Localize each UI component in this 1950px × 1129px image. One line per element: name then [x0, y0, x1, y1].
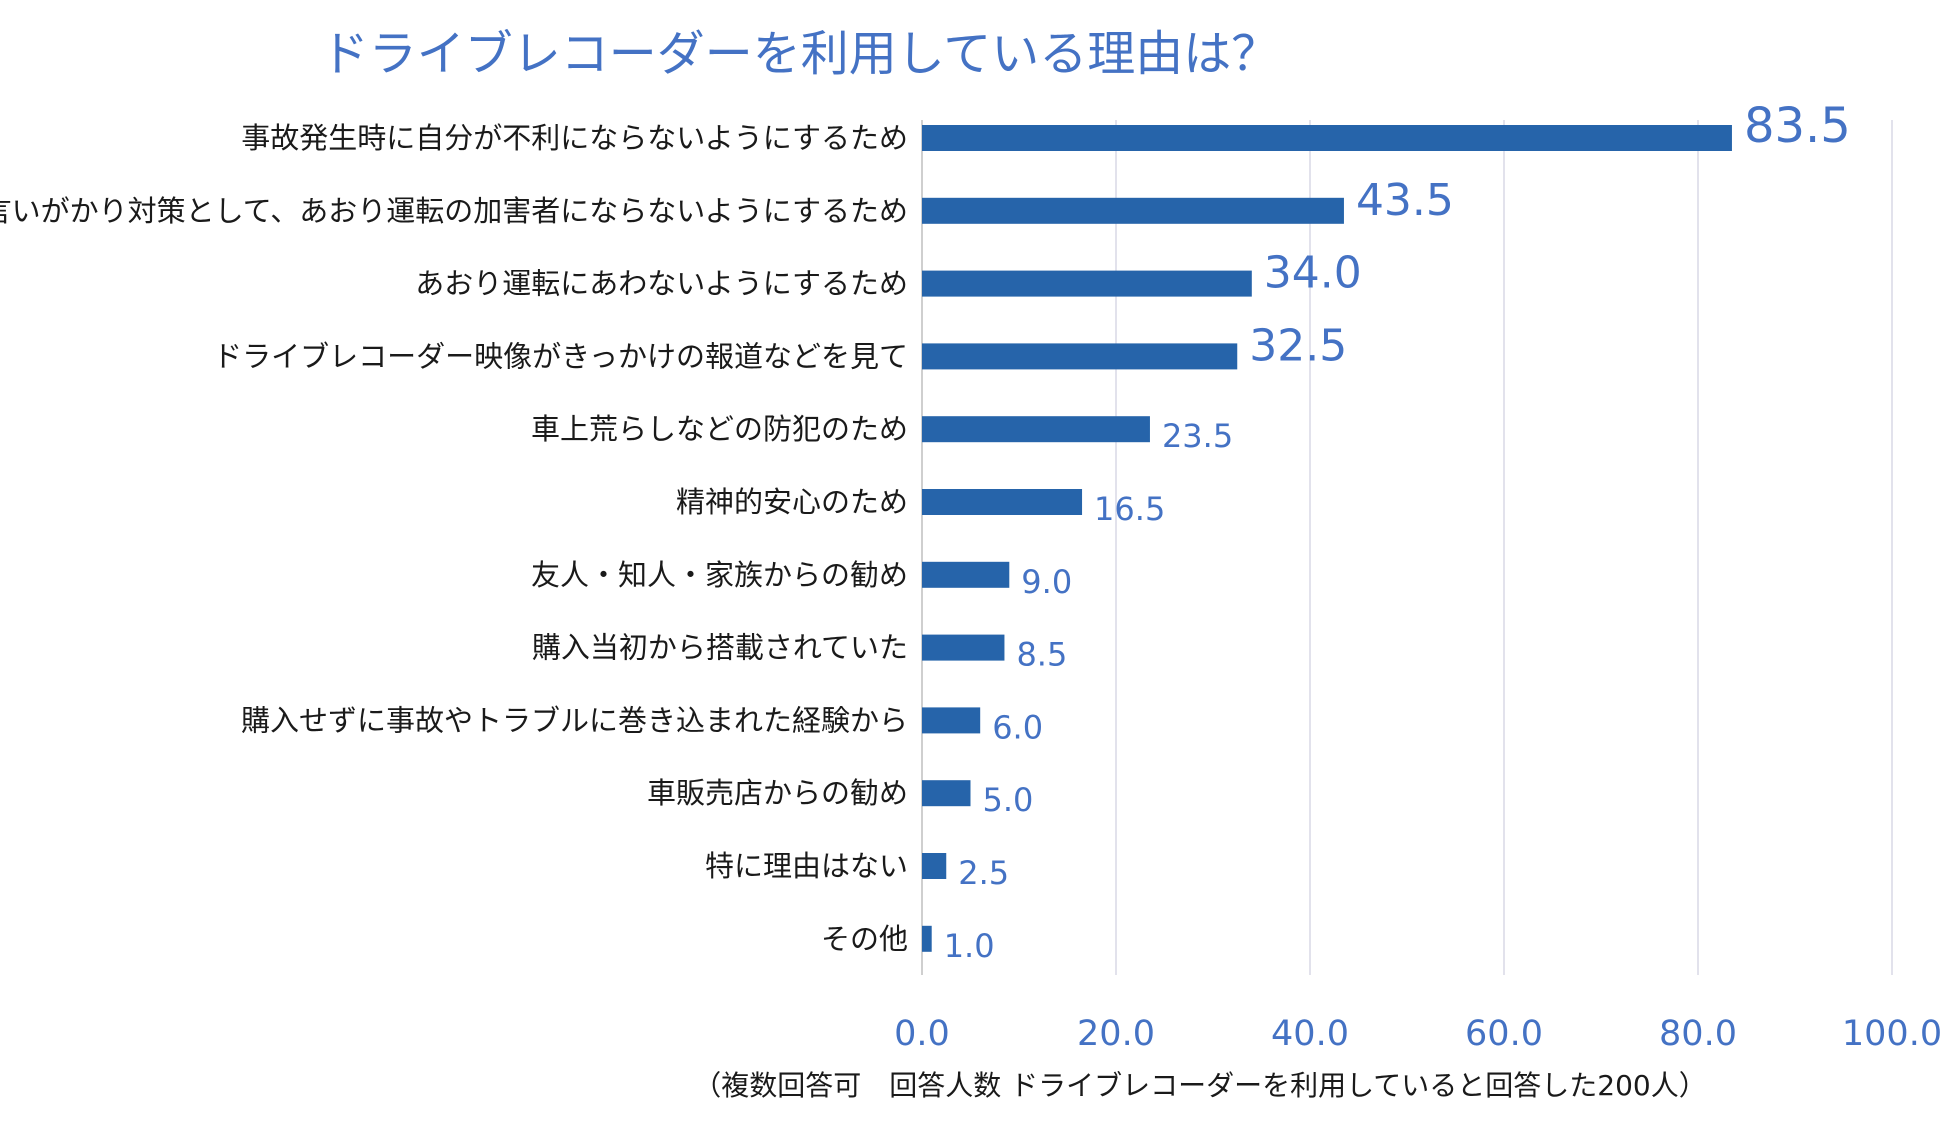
bar — [922, 125, 1732, 151]
x-tick-label: 80.0 — [1659, 1014, 1737, 1054]
category-label: 精神的安心のため — [676, 485, 908, 519]
value-label: 1.0 — [944, 927, 995, 965]
value-label: 32.5 — [1249, 320, 1347, 371]
category-label: 車上荒らしなどの防犯のため — [531, 412, 908, 446]
bar — [922, 343, 1238, 370]
category-label: 購入せずに事故やトラブルに巻き込まれた経験から — [241, 703, 908, 737]
x-tick-label: 0.0 — [894, 1014, 950, 1054]
value-label: 6.0 — [992, 708, 1043, 746]
bar — [922, 634, 1005, 661]
category-label: あおり運転にあわないようにするため — [415, 267, 908, 301]
category-label: 車販売店からの勧め — [647, 776, 908, 810]
category-label: 言いがかり対策として、あおり運転の加害者にならないようにするため — [0, 194, 908, 228]
category-labels: 事故発生時に自分が不利にならないようにするため言いがかり対策として、あおり運転の… — [0, 121, 908, 956]
bar — [922, 416, 1150, 443]
category-label: 友人・知人・家族からの勧め — [531, 558, 908, 592]
bars — [922, 125, 1732, 952]
value-label: 5.0 — [983, 781, 1034, 819]
category-label: その他 — [821, 922, 908, 956]
value-labels: 83.5 43.5 34.0 32.5 23.5 16.5 9.0 8.5 6.0 5.0 2.5 1… — [944, 98, 1851, 965]
value-label: 8.5 — [1016, 636, 1067, 674]
x-tick-label: 100.0 — [1842, 1014, 1942, 1054]
bar — [922, 853, 947, 879]
footnote: （複数回答可 回答人数 ドライブレコーダーを利用していると回答した200人） — [693, 1069, 1707, 1102]
value-label: 16.5 — [1094, 490, 1165, 528]
value-label: 83.5 — [1744, 98, 1851, 154]
category-label: 特に理由はない — [705, 849, 908, 883]
value-label: 23.5 — [1162, 417, 1233, 455]
category-label: 事故発生時に自分が不利にならないようにするため — [241, 121, 908, 155]
category-label: ドライブレコーダー映像がきっかけの報道などを見て — [213, 339, 908, 373]
chart-title: ドライブレコーダーを利用している理由は？ — [321, 26, 1280, 82]
bar — [922, 270, 1252, 297]
x-tick-label: 40.0 — [1271, 1014, 1349, 1054]
bar — [922, 561, 1010, 588]
bar — [922, 489, 1083, 515]
value-label: 9.0 — [1021, 563, 1072, 601]
x-tick-label: 60.0 — [1465, 1014, 1543, 1054]
gridlines — [921, 120, 1893, 975]
value-label: 43.5 — [1356, 175, 1454, 226]
x-axis-ticks: 0.0 20.0 40.0 60.0 80.0 100.0 — [894, 1014, 1942, 1054]
bar — [922, 780, 971, 807]
category-label: 購入当初から搭載されていた — [532, 631, 908, 665]
bar — [922, 197, 1344, 224]
bar — [922, 925, 932, 952]
bar — [922, 707, 981, 734]
x-tick-label: 20.0 — [1077, 1014, 1155, 1054]
value-label: 2.5 — [958, 854, 1009, 892]
value-label: 34.0 — [1264, 248, 1362, 299]
